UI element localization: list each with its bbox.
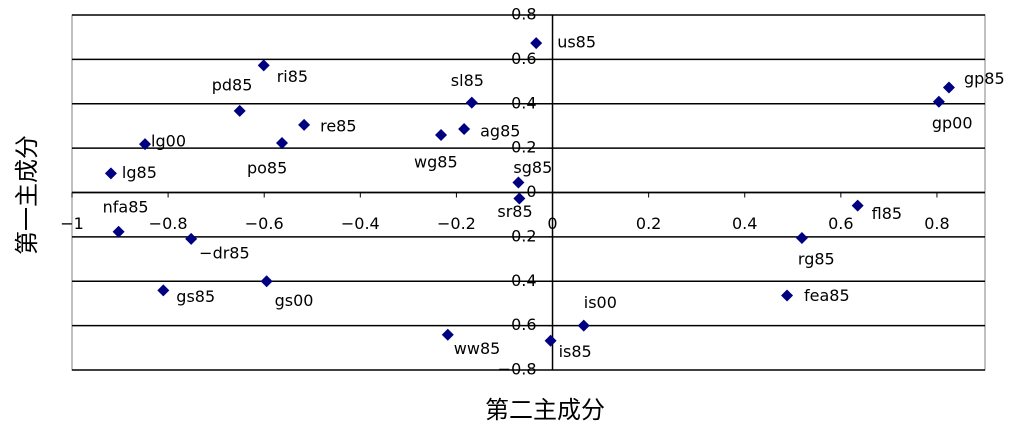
point (465, 96, 478, 109)
point (942, 81, 955, 94)
x-tick-label: −0.8 (149, 214, 188, 233)
data-label: gs00 (275, 291, 314, 310)
point (275, 137, 288, 150)
data-label: us85 (557, 33, 596, 52)
point (260, 275, 273, 288)
point (544, 334, 557, 347)
data-label: lg85 (122, 163, 157, 182)
point (157, 284, 170, 297)
data-label: gs85 (176, 287, 215, 306)
y-tick-label: 0.6 (511, 315, 536, 334)
point (441, 328, 454, 341)
data-label: is85 (559, 342, 592, 361)
x-tick-label: 0.4 (732, 214, 757, 233)
point (298, 118, 311, 131)
x-tick-label: 0.8 (924, 214, 949, 233)
point (513, 192, 526, 205)
data-label: pd85 (212, 75, 253, 94)
point (104, 167, 117, 180)
point (233, 104, 246, 117)
data-label: fl85 (872, 204, 902, 223)
y-tick-label: 0.4 (511, 93, 536, 112)
data-label: lg00 (151, 132, 186, 151)
point (512, 176, 525, 189)
data-label: gp00 (932, 113, 973, 132)
point (795, 231, 808, 244)
data-label: ag85 (480, 122, 520, 141)
y-tick-label: 0.4 (511, 271, 536, 290)
point (577, 319, 590, 332)
point (932, 95, 945, 108)
x-tick-label: 0.2 (636, 214, 661, 233)
data-label: re85 (320, 116, 356, 135)
x-tick-label: −1 (60, 214, 84, 233)
data-label: −dr85 (199, 243, 250, 262)
x-axis-title: 第二主成分 (485, 396, 605, 424)
y-tick-label: −0.8 (498, 360, 537, 379)
y-tick-label: 0 (526, 182, 536, 201)
data-label: sg85 (513, 158, 552, 177)
y-tick-label: 0.8 (511, 5, 536, 24)
data-label: wg85 (414, 153, 458, 172)
x-tick-label: −0.2 (437, 214, 476, 233)
y-tick-label: 0.2 (511, 226, 536, 245)
point (435, 129, 448, 142)
data-label: is00 (584, 293, 617, 312)
x-tick-label: −0.4 (341, 214, 380, 233)
x-tick-label: −0.6 (245, 214, 284, 233)
x-tick-label: 0.6 (828, 214, 853, 233)
data-label: po85 (247, 159, 287, 178)
point (851, 199, 864, 212)
y-tick-label: 0.2 (511, 138, 536, 157)
data-label: ww85 (454, 339, 501, 358)
point (781, 289, 794, 302)
data-label: sr85 (497, 202, 532, 221)
point (185, 232, 198, 245)
data-label: sl85 (451, 71, 484, 90)
y-axis-title: 第一主成分 (13, 135, 41, 255)
y-tick-label: 0.6 (511, 49, 536, 68)
point (257, 59, 270, 72)
data-label: gp85 (964, 69, 1005, 88)
point (112, 225, 125, 238)
data-label: fea85 (804, 286, 850, 305)
x-tick-label: 0 (547, 214, 557, 233)
point (458, 123, 471, 136)
data-label: rg85 (798, 249, 835, 268)
point (530, 37, 543, 50)
point (139, 138, 152, 151)
data-label: nfa85 (103, 197, 149, 216)
data-label: ri85 (277, 67, 308, 86)
